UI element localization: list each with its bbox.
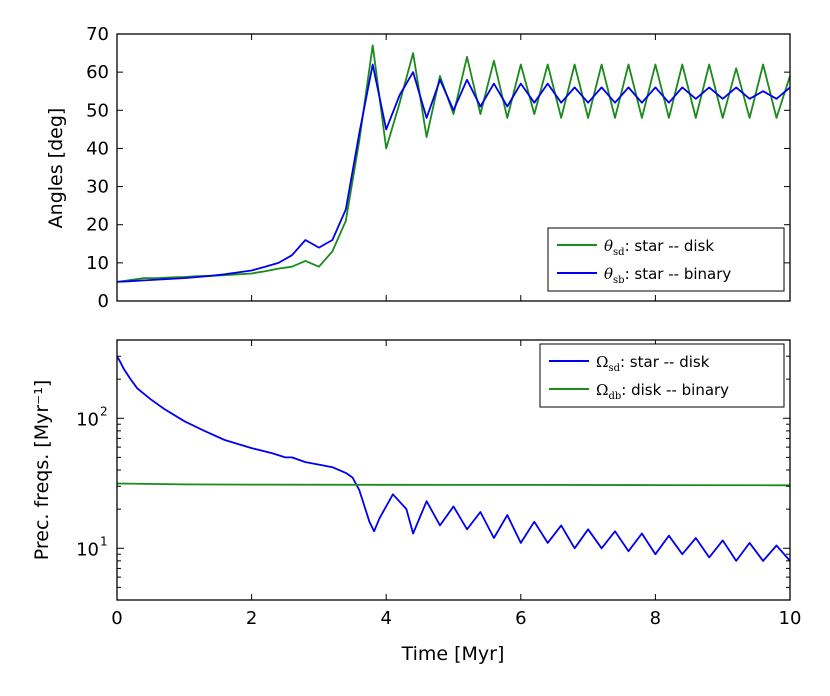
top-y-tick-label: 40	[86, 138, 109, 159]
bottom-y-tick-label: 10	[76, 409, 99, 430]
bottom-y-tick-exponent: 2	[100, 404, 108, 418]
top-curves	[116, 44, 791, 283]
top-y-tick-label: 70	[86, 24, 109, 45]
top-axes-frame	[116, 33, 791, 302]
top-y-tick-label: 10	[86, 253, 109, 274]
x-tick-label: 0	[111, 608, 122, 629]
bottom-curves	[116, 355, 791, 562]
bottom-legend-label-omega-db: Ωdb: disk -- binary	[596, 381, 729, 402]
top-y-tick-label: 50	[86, 100, 109, 121]
top-y-tick-label: 60	[86, 62, 109, 83]
bottom-y-tick-exponent: 1	[100, 534, 108, 548]
x-tick-label: 8	[650, 608, 661, 629]
bottom-legend-label-omega-sd: Ωsd: star -- disk	[596, 353, 710, 374]
bottom-series-line-omega-db	[116, 482, 791, 487]
top-y-tick-label: 30	[86, 177, 109, 198]
bottom-series-line-omega-sd	[116, 355, 791, 562]
top-panel: 0 10 20 30 40 50 60 70 Angles [deg] θsd: star -…	[45, 24, 791, 312]
x-tick-label: 6	[515, 608, 526, 629]
top-ticks: 0 10 20 30 40 50 60 70	[86, 24, 791, 312]
x-tick-label: 2	[246, 608, 257, 629]
top-y-tick-label: 0	[98, 291, 109, 312]
top-series-line-theta-sd	[116, 44, 791, 283]
x-tick-label: 10	[779, 608, 802, 629]
top-legend: θsd: star -- disk θsb: star -- binary	[547, 227, 785, 292]
bottom-legend: Ωsd: star -- disk Ωdb: disk -- binary	[539, 343, 785, 408]
bottom-legend-box	[539, 343, 785, 408]
x-axis-label: Time [Myr]	[401, 643, 505, 665]
bottom-y-tick-label: 10	[76, 539, 99, 560]
top-y-tick-label: 20	[86, 215, 109, 236]
top-legend-box	[547, 227, 785, 292]
top-legend-label-theta-sd: θsd: star -- disk	[604, 237, 714, 258]
top-legend-label-theta-sb: θsb: star -- binary	[604, 265, 731, 286]
top-series-line-theta-sb	[116, 63, 791, 283]
top-y-axis-label: Angles [deg]	[45, 108, 67, 229]
bottom-y-axis-label: Prec. freqs. [Myr⁻¹]	[31, 380, 53, 560]
x-tick-label: 4	[380, 608, 391, 629]
